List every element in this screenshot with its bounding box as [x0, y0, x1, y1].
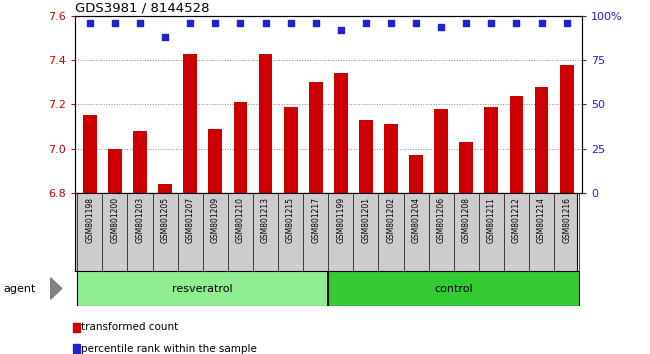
Point	[160, 34, 170, 40]
Bar	[209, 129, 222, 193]
Point	[185, 20, 196, 26]
Text: GSM801215: GSM801215	[286, 197, 295, 243]
Text: GSM801202: GSM801202	[387, 197, 395, 243]
Point	[411, 20, 421, 26]
Text: GSM801203: GSM801203	[135, 197, 144, 243]
Text: GSM801204: GSM801204	[411, 197, 421, 243]
Point	[461, 20, 471, 26]
Text: GSM801205: GSM801205	[161, 197, 170, 243]
Bar	[560, 65, 573, 193]
Bar	[384, 124, 398, 193]
Bar	[510, 96, 523, 193]
Text: control: control	[434, 284, 473, 293]
Bar	[283, 107, 298, 193]
Text: GSM801212: GSM801212	[512, 197, 521, 243]
Point	[361, 20, 371, 26]
Point	[285, 20, 296, 26]
Bar	[359, 120, 373, 193]
Point	[486, 20, 497, 26]
Text: percentile rank within the sample: percentile rank within the sample	[81, 344, 257, 354]
Text: GSM801201: GSM801201	[361, 197, 370, 243]
Text: GSM801211: GSM801211	[487, 197, 496, 243]
Bar	[460, 142, 473, 193]
Text: resveratrol: resveratrol	[172, 284, 233, 293]
Bar	[535, 87, 549, 193]
Point	[311, 20, 321, 26]
Text: GSM801209: GSM801209	[211, 197, 220, 243]
Bar	[158, 184, 172, 193]
Text: GSM801208: GSM801208	[462, 197, 471, 243]
Text: GSM801217: GSM801217	[311, 197, 320, 243]
Point	[135, 20, 145, 26]
Text: GSM801206: GSM801206	[437, 197, 446, 243]
Text: GSM801200: GSM801200	[111, 197, 120, 243]
Bar	[183, 53, 197, 193]
Text: GSM801213: GSM801213	[261, 197, 270, 243]
Bar	[484, 107, 499, 193]
Point	[210, 20, 220, 26]
Bar	[309, 82, 322, 193]
Text: transformed count: transformed count	[81, 322, 179, 332]
Bar	[108, 149, 122, 193]
Text: GDS3981 / 8144528: GDS3981 / 8144528	[75, 2, 209, 15]
FancyBboxPatch shape	[77, 271, 328, 306]
Point	[436, 24, 447, 29]
Point	[512, 20, 522, 26]
Bar	[434, 109, 448, 193]
Bar	[133, 131, 147, 193]
Text: agent: agent	[3, 284, 36, 293]
Bar	[259, 53, 272, 193]
Bar	[233, 102, 247, 193]
FancyBboxPatch shape	[75, 193, 577, 271]
Text: GSM801210: GSM801210	[236, 197, 245, 243]
Text: GSM801216: GSM801216	[562, 197, 571, 243]
Point	[84, 20, 95, 26]
Point	[235, 20, 246, 26]
Point	[386, 20, 396, 26]
Point	[110, 20, 120, 26]
Bar	[83, 115, 97, 193]
Text: GSM801198: GSM801198	[85, 197, 94, 243]
Bar	[334, 74, 348, 193]
FancyBboxPatch shape	[328, 271, 579, 306]
Point	[562, 20, 572, 26]
Text: GSM801207: GSM801207	[186, 197, 195, 243]
Point	[536, 20, 547, 26]
Text: GSM801214: GSM801214	[537, 197, 546, 243]
Text: GSM801199: GSM801199	[336, 197, 345, 243]
Bar	[410, 155, 423, 193]
Point	[260, 20, 270, 26]
Point	[335, 27, 346, 33]
